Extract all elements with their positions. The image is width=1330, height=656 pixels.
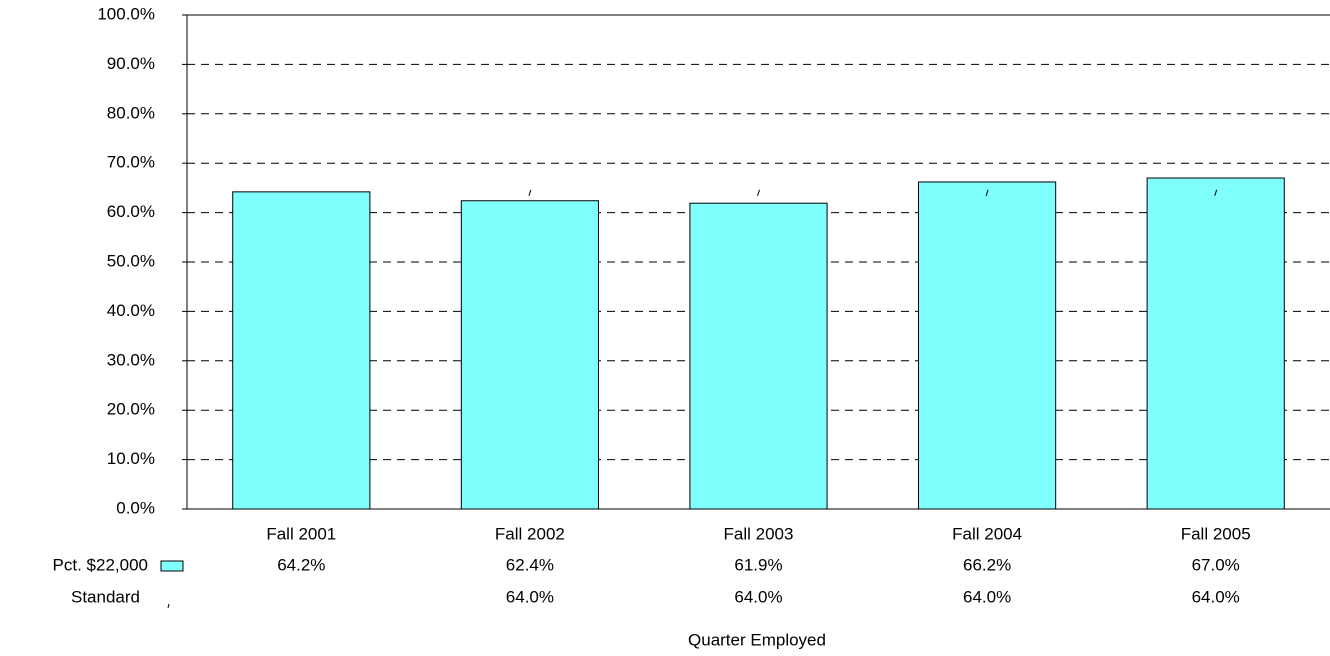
y-tick-label: 70.0% [107,153,155,172]
data-table-value: 64.0% [1192,587,1240,606]
data-table-value: 64.0% [963,587,1011,606]
legend-label: Pct. $22,000 [53,555,148,574]
marker [528,189,532,196]
y-tick-label: 20.0% [107,400,155,419]
bar [460,200,599,510]
bar [918,181,1057,510]
bar [1146,177,1285,510]
data-table-value: 61.9% [734,555,782,574]
legend-label: Standard [71,587,140,606]
x-axis-title: Quarter Employed [688,630,826,649]
x-tick-label: Fall 2003 [724,524,794,543]
y-tick-label: 0.0% [116,498,155,517]
y-tick-label: 10.0% [107,449,155,468]
y-tick-label: 90.0% [107,54,155,73]
marker [757,189,760,196]
bar [232,191,371,510]
x-tick-label: Fall 2005 [1181,524,1251,543]
marker [1214,189,1218,196]
y-tick-label: 100.0% [97,4,155,23]
data-table-value: 64.0% [506,587,554,606]
y-tick-label: 50.0% [107,251,155,270]
marker [985,189,989,196]
y-tick-label: 40.0% [107,301,155,320]
legend-marker [167,603,170,609]
x-tick-label: Fall 2001 [266,524,336,543]
y-tick-label: 30.0% [107,350,155,369]
x-tick-label: Fall 2004 [952,524,1022,543]
data-table-value: 64.0% [734,587,782,606]
data-table-value: 64.2% [277,555,325,574]
y-tick-label: 60.0% [107,202,155,221]
x-tick-label: Fall 2002 [495,524,565,543]
data-table-value: 62.4% [506,555,554,574]
y-tick-label: 80.0% [107,103,155,122]
data-table-value: 66.2% [963,555,1011,574]
legend-swatch [160,560,184,572]
bar [689,202,828,510]
data-table-value: 67.0% [1192,555,1240,574]
